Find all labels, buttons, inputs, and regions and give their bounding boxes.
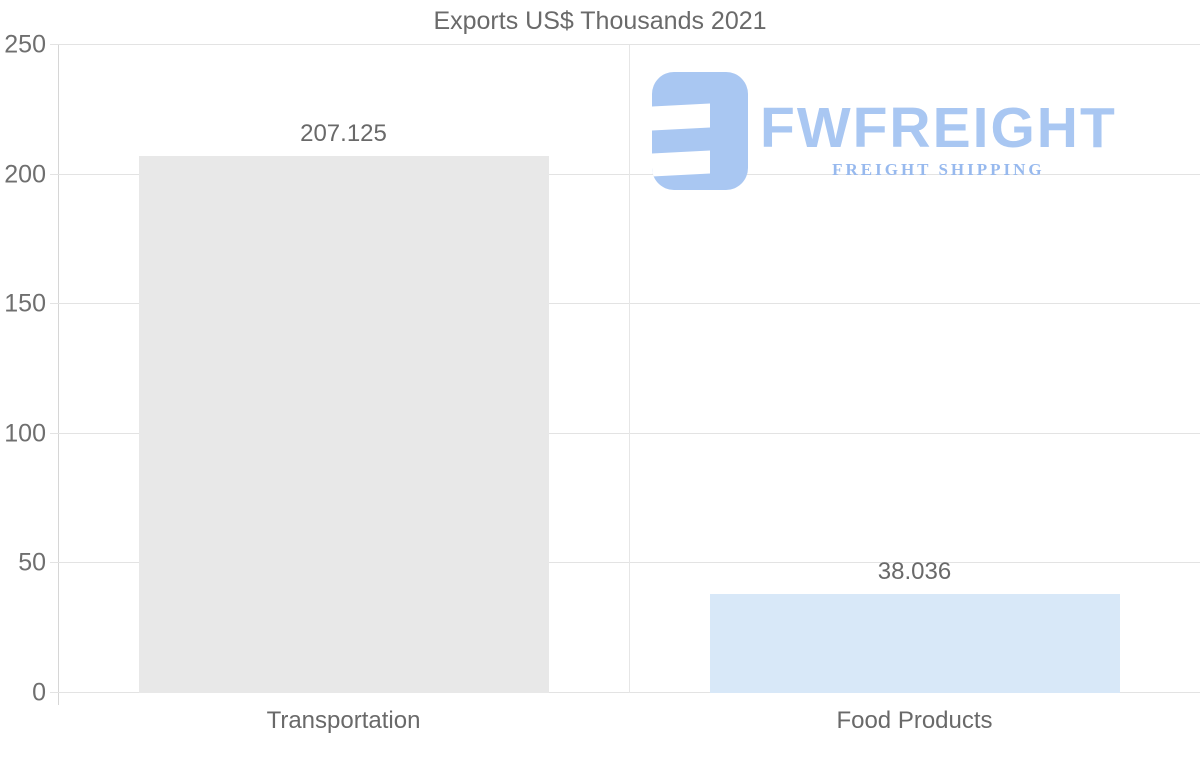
y-tick-label: 0 [32,678,46,707]
y-tick-label: 200 [4,160,46,189]
gridline [50,692,1200,693]
bar-transportation [138,156,549,693]
y-axis-tick-labels: 0 50 100 150 200 250 [0,32,46,705]
y-tick-label: 100 [4,419,46,448]
chart-title: Exports US$ Thousands 2021 [433,7,767,35]
logo-icon-notch [652,103,710,131]
gridline [50,432,1200,434]
x-label-transportation: Transportation [266,707,421,734]
gridline [50,303,1200,305]
logo-icon-notch [652,150,710,177]
value-label-food-products: 38.036 [877,558,952,586]
column-separator-gridline [629,45,630,693]
logo-wordmark: FWFREIGHT [760,96,1117,160]
fwfreight-logo: FWFREIGHT FREIGHT SHIPPING [652,72,1117,190]
y-axis-line [58,45,59,705]
x-label-food-products: Food Products [836,707,993,734]
gridline [50,44,1200,45]
bar-food-products [709,594,1120,693]
fwfreight-logo-icon [652,72,748,190]
y-tick-label: 150 [4,289,46,318]
value-label-transportation: 207.125 [300,120,387,148]
gridline [50,173,1200,175]
logo-tagline: FREIGHT SHIPPING [832,160,1045,179]
gridline [50,562,1200,564]
logo-text: FWFREIGHT FREIGHT SHIPPING [760,72,1117,180]
y-tick-label: 250 [4,30,46,59]
x-axis-labels: Transportation Food Products [58,693,1200,735]
y-tick-label: 50 [18,548,46,577]
plot-area: 207.125 38.036 [50,44,1200,693]
